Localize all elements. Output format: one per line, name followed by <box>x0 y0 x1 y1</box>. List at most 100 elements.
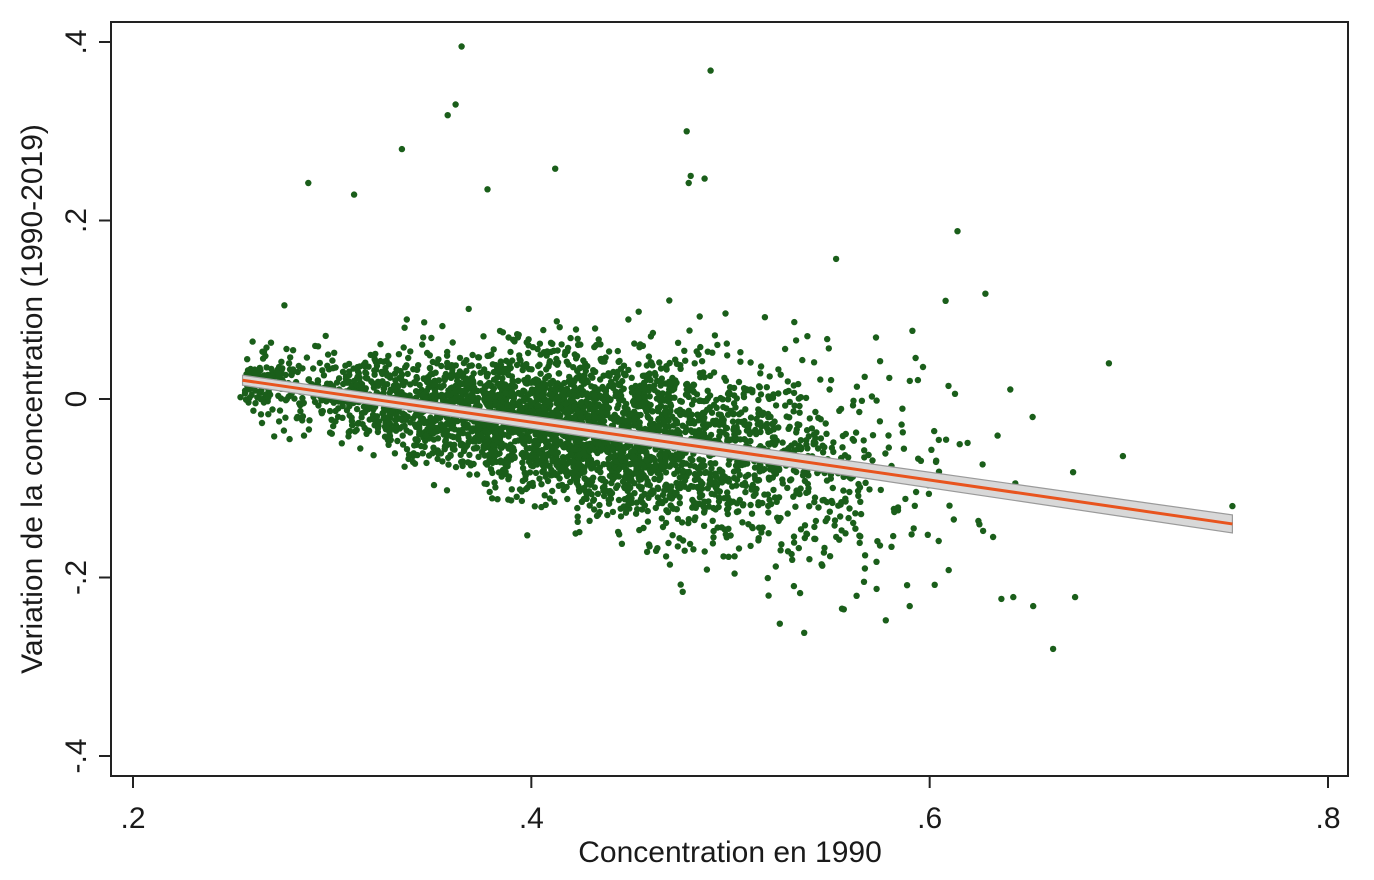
data-point <box>271 433 278 440</box>
data-point <box>581 444 588 451</box>
data-point <box>597 475 604 483</box>
data-point <box>1105 360 1113 367</box>
data-point <box>805 433 812 440</box>
data-point <box>504 365 511 373</box>
data-point <box>616 357 623 365</box>
data-point <box>646 481 653 489</box>
data-point <box>931 427 938 435</box>
data-point <box>873 397 880 404</box>
data-point <box>447 417 454 424</box>
data-point <box>505 445 512 452</box>
data-point <box>519 464 527 472</box>
data-point <box>636 344 643 351</box>
data-point <box>709 517 716 524</box>
data-point <box>806 503 813 510</box>
data-point <box>709 349 716 356</box>
data-point <box>747 542 754 550</box>
data-point <box>456 398 464 405</box>
y-tick-label: .4 <box>60 29 93 54</box>
data-point <box>528 462 535 469</box>
data-point <box>845 514 852 522</box>
data-point <box>488 495 496 502</box>
data-point <box>549 455 556 463</box>
data-point <box>452 101 459 108</box>
data-point <box>458 43 465 50</box>
data-point <box>481 366 488 373</box>
data-point <box>649 329 657 337</box>
data-point <box>975 517 982 525</box>
data-point <box>496 383 504 391</box>
data-point <box>635 395 642 402</box>
data-point <box>829 499 836 507</box>
data-point <box>278 358 285 365</box>
data-point <box>854 487 862 495</box>
data-point <box>641 394 648 401</box>
data-point <box>420 334 427 341</box>
data-point <box>685 179 692 187</box>
data-point <box>866 486 873 493</box>
data-point <box>291 395 298 402</box>
data-point <box>846 488 853 496</box>
data-point <box>469 351 476 359</box>
data-point <box>691 360 698 367</box>
data-point <box>706 392 714 399</box>
data-point <box>636 419 643 426</box>
data-point <box>697 484 704 491</box>
data-point <box>628 389 636 396</box>
x-tick-label: .6 <box>917 802 942 835</box>
data-point <box>528 379 535 386</box>
data-point <box>830 439 837 446</box>
data-point <box>305 426 313 433</box>
data-point <box>434 427 442 435</box>
data-point <box>426 352 433 359</box>
data-point <box>326 407 334 415</box>
data-point <box>803 489 810 496</box>
data-point <box>801 534 808 542</box>
data-point <box>602 478 609 486</box>
data-point <box>748 486 755 493</box>
data-point <box>442 438 449 445</box>
data-point <box>466 471 473 478</box>
data-point <box>646 543 653 550</box>
data-point <box>746 421 753 428</box>
data-point <box>475 362 482 370</box>
data-point <box>931 581 938 588</box>
data-point <box>717 394 724 402</box>
data-point <box>241 390 249 397</box>
data-point <box>861 552 869 559</box>
data-point <box>574 341 582 349</box>
data-point <box>735 545 743 552</box>
data-point <box>636 424 643 431</box>
data-point <box>328 416 335 423</box>
data-point <box>591 414 599 421</box>
data-point <box>669 504 676 512</box>
data-point <box>490 385 498 392</box>
data-point <box>614 347 621 355</box>
data-point <box>669 532 676 539</box>
data-point <box>282 414 289 421</box>
data-point <box>552 165 559 172</box>
data-point <box>538 481 545 488</box>
data-point <box>564 495 571 503</box>
data-point <box>715 498 723 505</box>
data-point <box>775 465 783 472</box>
data-point <box>596 501 603 509</box>
data-point <box>475 354 483 361</box>
data-point <box>503 357 510 364</box>
data-point <box>764 491 772 498</box>
data-point <box>438 392 445 399</box>
data-point <box>1229 502 1236 510</box>
data-point <box>573 352 581 360</box>
data-point <box>899 429 906 436</box>
data-point <box>837 501 844 508</box>
data-point <box>549 487 556 495</box>
data-point <box>419 341 426 348</box>
data-point <box>634 387 641 395</box>
data-point <box>708 465 715 472</box>
data-point <box>767 500 775 508</box>
data-point <box>872 334 880 341</box>
data-point <box>802 394 810 402</box>
data-point <box>779 476 786 483</box>
data-point <box>277 395 285 402</box>
data-point <box>364 427 371 434</box>
